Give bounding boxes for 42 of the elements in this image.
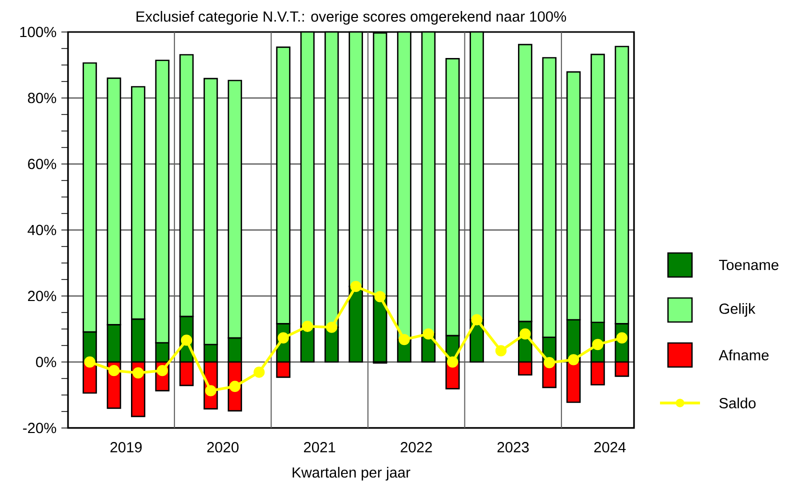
point bbox=[398, 334, 410, 346]
point bbox=[495, 345, 507, 356]
x-tick-label: 2019 bbox=[110, 442, 142, 452]
legend-label: Gelijk bbox=[719, 303, 756, 317]
y-tick-label: 100% bbox=[20, 26, 56, 38]
point bbox=[278, 332, 289, 344]
x-tick-label: 2023 bbox=[497, 442, 529, 452]
point bbox=[592, 338, 604, 350]
point bbox=[520, 328, 531, 340]
point bbox=[180, 334, 192, 346]
point bbox=[132, 367, 144, 378]
point bbox=[422, 328, 434, 340]
y-tick-label: 80% bbox=[28, 92, 56, 104]
point bbox=[350, 280, 362, 292]
point bbox=[616, 332, 628, 344]
y-tick-label: 60% bbox=[28, 158, 56, 170]
point bbox=[108, 364, 120, 376]
point bbox=[544, 357, 555, 368]
point bbox=[156, 364, 168, 376]
y-tick-label: 40% bbox=[28, 224, 56, 236]
point bbox=[229, 380, 241, 392]
point bbox=[374, 291, 386, 302]
chart-title: Exclusief categorie N.V.T.: overige scores omgerekend naar 100% bbox=[136, 10, 566, 25]
legend-label: Afname bbox=[718, 350, 769, 360]
point bbox=[471, 314, 482, 326]
point bbox=[205, 385, 216, 396]
point bbox=[253, 366, 265, 378]
x-axis-title: Kwartalen per jaar bbox=[292, 466, 410, 481]
point bbox=[326, 322, 338, 333]
point bbox=[302, 320, 314, 332]
point bbox=[447, 356, 458, 368]
x-tick-label: 2022 bbox=[400, 442, 432, 452]
point bbox=[568, 354, 580, 366]
x-tick-label: 2020 bbox=[207, 442, 239, 452]
y-tick-label: -20% bbox=[23, 422, 56, 434]
point bbox=[84, 356, 96, 368]
legend-label: Saldo bbox=[719, 398, 756, 408]
y-tick-label: 0% bbox=[36, 356, 56, 368]
x-tick-label: 2024 bbox=[594, 442, 626, 452]
legend-label: Toename bbox=[719, 260, 778, 270]
x-tick-label: 2021 bbox=[304, 442, 336, 452]
y-tick-label: 20% bbox=[28, 290, 56, 302]
